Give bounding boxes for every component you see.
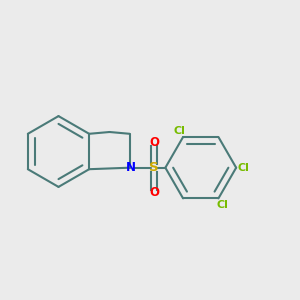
Text: Cl: Cl	[238, 163, 250, 173]
Text: Cl: Cl	[173, 125, 185, 136]
Text: Cl: Cl	[216, 200, 228, 210]
Text: O: O	[149, 186, 159, 199]
Text: O: O	[149, 136, 159, 149]
Text: N: N	[126, 161, 136, 174]
Text: S: S	[149, 161, 159, 174]
